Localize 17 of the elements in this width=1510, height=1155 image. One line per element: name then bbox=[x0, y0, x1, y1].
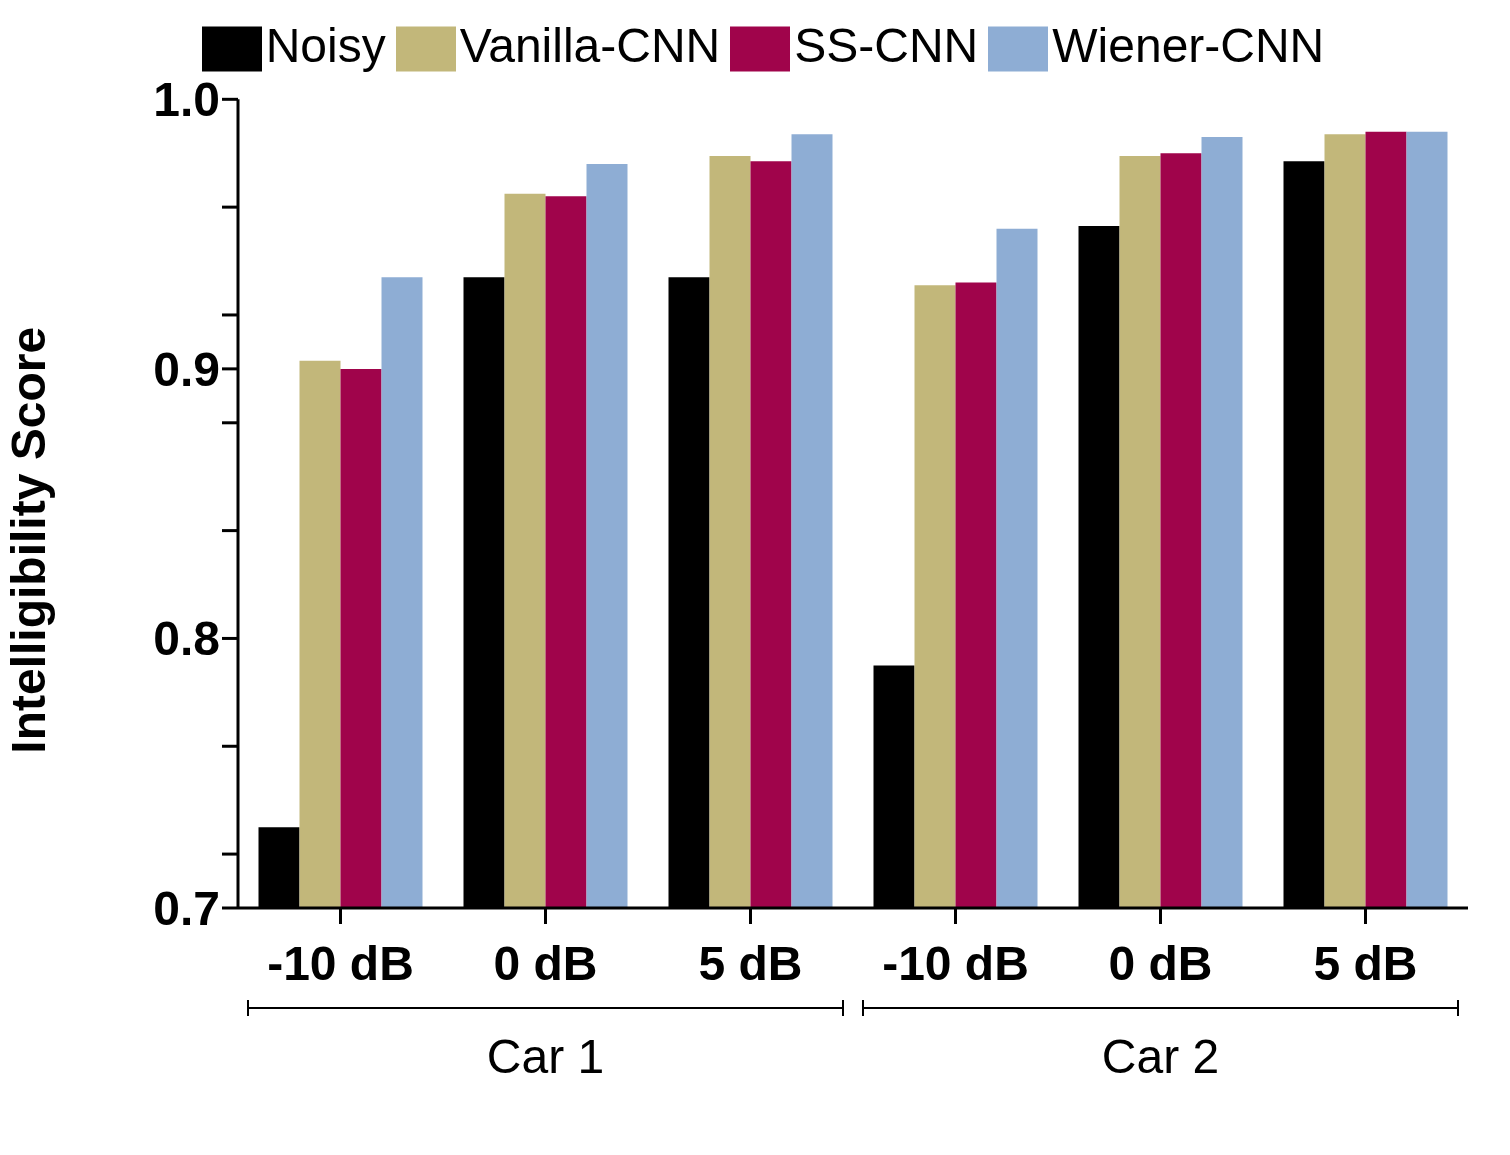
text: Car 1 bbox=[486, 1030, 605, 1083]
y-tick-label: 0.9 bbox=[153, 342, 220, 396]
y-axis-title: Intelligibility Score bbox=[2, 326, 56, 754]
text: Car 2 bbox=[1101, 1030, 1220, 1083]
x-tick-label: 5 dB bbox=[1313, 937, 1418, 991]
legend-label: Wiener-CNN bbox=[1052, 19, 1325, 72]
x-tick-label: 5 dB bbox=[698, 937, 803, 991]
x-tick-label: 0 dB bbox=[1108, 937, 1213, 991]
y-tick-label: 1.0 bbox=[153, 73, 220, 127]
legend-label: Vanilla-CNN bbox=[459, 19, 721, 72]
x-tick-label: -10 dB bbox=[267, 937, 414, 991]
y-tick-label: 0.7 bbox=[153, 882, 220, 936]
legend-label: SS-CNN bbox=[794, 19, 979, 72]
y-tick-label: 0.8 bbox=[153, 612, 220, 666]
legend-label: Noisy bbox=[265, 19, 386, 72]
x-tick-label: -10 dB bbox=[882, 937, 1029, 991]
x-tick-label: 0 dB bbox=[493, 937, 598, 991]
